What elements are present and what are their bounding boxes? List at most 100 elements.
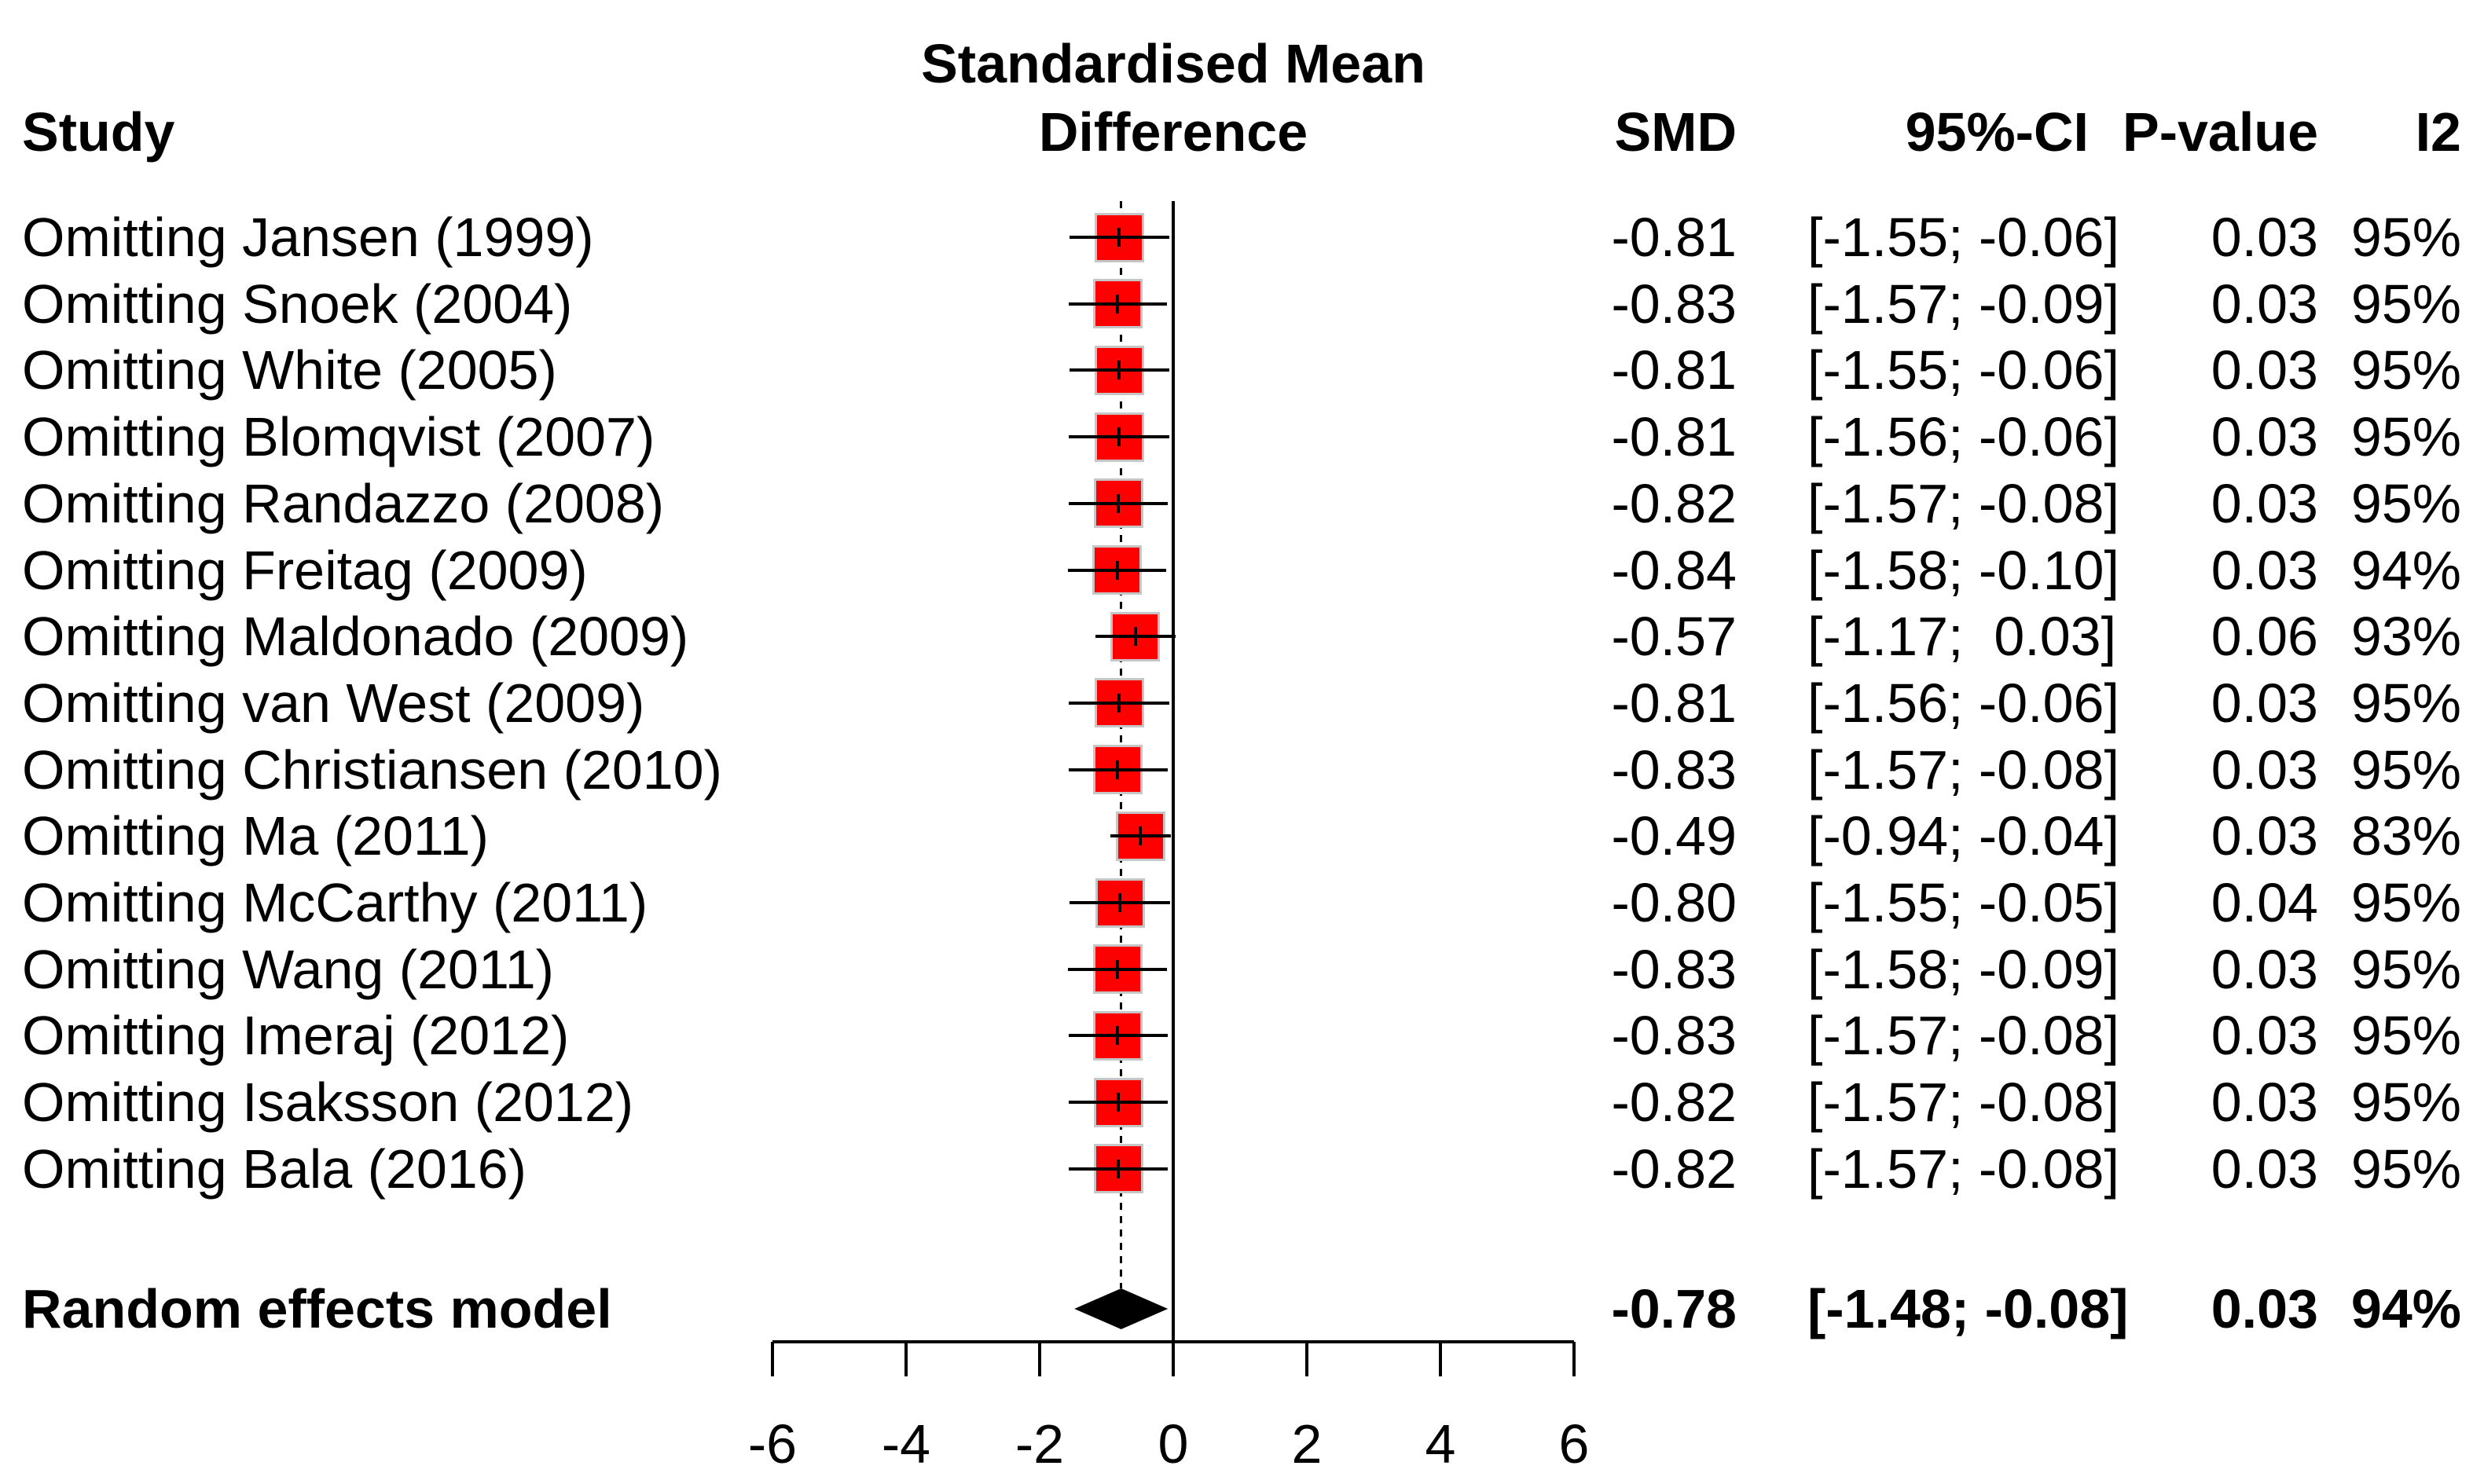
ci-value: [-1.55; -0.06]	[1807, 339, 2119, 401]
smd-tick	[1117, 427, 1121, 447]
p-value: 0.03	[2211, 672, 2318, 734]
p-value: 0.06	[2211, 606, 2318, 668]
summary-p-value: 0.03	[2211, 1278, 2318, 1339]
p-value: 0.03	[2211, 472, 2318, 534]
p-value: 0.03	[2211, 406, 2318, 468]
p-value: 0.03	[2211, 539, 2318, 601]
smd-tick	[1117, 228, 1121, 247]
p-value: 0.03	[2211, 805, 2318, 867]
i2-value: 95%	[2350, 339, 2461, 401]
ci-value: [-1.55; -0.06]	[1807, 207, 2119, 268]
i2-value: 95%	[2350, 273, 2461, 335]
smd-value: -0.57	[1611, 606, 1737, 668]
study-label: Omitting Ma (2011)	[22, 805, 489, 867]
smd-tick	[1117, 1159, 1121, 1178]
smd-value: -0.82	[1611, 1072, 1737, 1134]
summary-diamond	[1074, 1288, 1169, 1329]
axis-tick-label: 6	[1558, 1413, 1590, 1475]
i2-value: 95%	[2350, 1072, 2461, 1134]
ci-value: [-1.58; -0.10]	[1807, 539, 2119, 601]
ci-value: [-1.57; -0.09]	[1807, 273, 2119, 335]
smd-value: -0.83	[1611, 273, 1737, 335]
ci-value: [-1.56; -0.06]	[1807, 406, 2119, 468]
smd-tick	[1116, 959, 1120, 979]
axis-tick	[1305, 1342, 1308, 1376]
smd-value: -0.82	[1611, 472, 1737, 534]
smd-tick	[1117, 493, 1121, 513]
study-label: Omitting Bala (2016)	[22, 1138, 527, 1200]
i2-value: 94%	[2350, 539, 2461, 601]
p-value: 0.03	[2211, 738, 2318, 801]
ci-value: [-1.55; -0.05]	[1807, 872, 2119, 933]
smd-value: -0.82	[1611, 1138, 1737, 1200]
i2-value: 95%	[2350, 738, 2461, 801]
study-label: Omitting Christiansen (2010)	[22, 738, 722, 801]
smd-value: -0.81	[1611, 672, 1737, 734]
smd-tick	[1116, 294, 1120, 313]
smd-tick	[1115, 560, 1119, 580]
ci-value: [-1.57; -0.08]	[1807, 1005, 2119, 1067]
zero-line	[1172, 201, 1175, 1342]
study-label: Omitting Blomqvist (2007)	[22, 406, 655, 468]
study-label: Omitting Jansen (1999)	[22, 207, 594, 268]
smd-tick	[1133, 627, 1137, 647]
smd-value: -0.49	[1611, 805, 1737, 867]
effect-header-line2: Difference	[1038, 101, 1308, 163]
i2-value: 83%	[2350, 805, 2461, 867]
smd-value: -0.84	[1611, 539, 1737, 601]
axis-tick-label: 0	[1158, 1413, 1189, 1475]
smd-tick	[1117, 361, 1121, 380]
study-label: Omitting Wang (2011)	[22, 938, 554, 1000]
i2-value: 95%	[2350, 207, 2461, 268]
ci-value: [-1.57; -0.08]	[1807, 1138, 2119, 1200]
study-label: Omitting Maldonado (2009)	[22, 606, 689, 668]
smd-value: -0.83	[1611, 1005, 1737, 1067]
p-value: 0.03	[2211, 1005, 2318, 1067]
p-value: 0.04	[2211, 872, 2318, 933]
i2-value: 95%	[2350, 406, 2461, 468]
i2-value: 95%	[2350, 472, 2461, 534]
axis-tick	[904, 1342, 908, 1376]
study-label: Omitting Imeraj (2012)	[22, 1005, 570, 1067]
smd-tick	[1118, 893, 1121, 912]
study-label: Omitting Snoek (2004)	[22, 273, 573, 335]
axis-tick	[771, 1342, 774, 1376]
study-label: Omitting White (2005)	[22, 339, 557, 401]
ci-value: [-1.58; -0.09]	[1807, 938, 2119, 1000]
ci-value: [-0.94; -0.04]	[1807, 805, 2119, 867]
ci-value: [-1.17; 0.03]	[1807, 606, 2117, 668]
smd-value: -0.81	[1611, 207, 1737, 268]
ci-value: [-1.57; -0.08]	[1807, 738, 2119, 801]
smd-value: -0.83	[1611, 938, 1737, 1000]
axis-tick	[1172, 1342, 1175, 1376]
i2-value: 95%	[2350, 1138, 2461, 1200]
ci-value: [-1.57; -0.08]	[1807, 1072, 2119, 1134]
summary-ci-value: [-1.48; -0.08]	[1807, 1278, 2129, 1339]
axis-tick	[1439, 1342, 1442, 1376]
axis-tick	[1572, 1342, 1576, 1376]
i2-value: 95%	[2350, 672, 2461, 734]
p-value: 0.03	[2211, 938, 2318, 1000]
p-value: 0.03	[2211, 339, 2318, 401]
p-value: 0.03	[2211, 1072, 2318, 1134]
ci-value: [-1.57; -0.08]	[1807, 472, 2119, 534]
axis-tick-label: -2	[1015, 1413, 1065, 1475]
ci-column-header: 95%-CI	[1905, 101, 2089, 163]
i2-value: 95%	[2350, 938, 2461, 1000]
summary-label: Random effects model	[22, 1278, 612, 1339]
i2-value: 95%	[2350, 1005, 2461, 1067]
study-label: Omitting van West (2009)	[22, 672, 645, 734]
ci-value: [-1.56; -0.06]	[1807, 672, 2119, 734]
smd-column-header: SMD	[1614, 101, 1737, 163]
p-value: 0.03	[2211, 1138, 2318, 1200]
study-label: Omitting McCarthy (2011)	[22, 872, 648, 933]
axis-tick-label: 4	[1425, 1413, 1456, 1475]
smd-value: -0.81	[1611, 339, 1737, 401]
p-value: 0.03	[2211, 207, 2318, 268]
pvalue-column-header: P-value	[2123, 101, 2318, 163]
study-column-header: Study	[22, 101, 175, 163]
p-value: 0.03	[2211, 273, 2318, 335]
overall-dashed-line	[1120, 201, 1123, 1288]
axis-tick	[1038, 1342, 1041, 1376]
